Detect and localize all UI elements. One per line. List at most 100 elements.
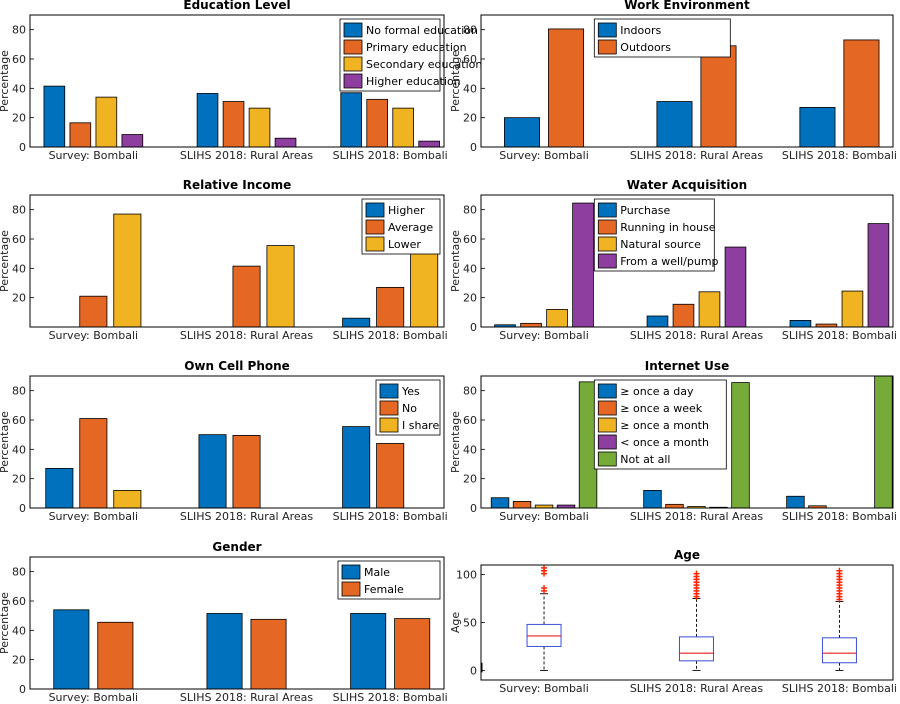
legend-label: Average <box>388 221 433 234</box>
y-axis-label: Percentage <box>0 50 11 112</box>
chart-panel-gender: Gender Percentage 0 20 40 60 80 Survey: Bombali… <box>0 540 448 704</box>
bar-purchase-slihs-2018-rural-areas <box>646 315 669 328</box>
bar-average-slihs-2018-bombali <box>376 286 405 328</box>
plot-frame <box>29 14 445 148</box>
y-axis-label: Age <box>449 612 462 634</box>
y-axis-label: Percentage <box>0 411 11 473</box>
x-tick-label: SLIHS 2018: Bombali <box>782 149 897 162</box>
legend: ≥ once a day ≥ once a week ≥ once a month <… <box>593 379 727 470</box>
legend-swatch-from-a-well-pump <box>597 253 617 269</box>
plot-frame <box>29 556 445 690</box>
bar-male-slihs-2018-bombali <box>350 613 387 690</box>
x-tick-label: SLIHS 2018: Rural Areas <box>180 329 314 342</box>
legend-swatch-running-in-house <box>597 219 617 235</box>
bar-not-at-all-slihs-2018-rural-areas <box>731 382 750 509</box>
plot-frame <box>480 375 894 509</box>
y-tick-label: 80 <box>12 566 26 579</box>
legend-swatch-higher-education <box>343 73 363 89</box>
y-tick-label: 20 <box>463 112 477 125</box>
x-tick-label: SLIHS 2018: Bombali <box>333 510 448 523</box>
y-tick-label: 0 <box>470 664 477 677</box>
legend-label: I share <box>402 419 439 432</box>
legend-swatch-higher <box>365 202 385 218</box>
legend-swatch-not-at-all <box>597 451 617 467</box>
y-axis-label: Percentage <box>449 411 462 473</box>
box-slihs-2018-rural-areas <box>678 570 714 671</box>
x-tick-label: Survey: Bombali <box>49 329 139 342</box>
legend-swatch-indoors <box>597 22 617 38</box>
bar-secondary-education-survey-bombali <box>95 96 118 148</box>
y-tick-label: 40 <box>12 82 26 95</box>
y-tick-label: 0 <box>19 502 26 515</box>
bar-average-slihs-2018-rural-areas <box>232 265 261 328</box>
y-tick-label: 80 <box>12 24 26 37</box>
bar-natural-source-slihs-2018-rural-areas <box>698 291 721 328</box>
y-tick-label: 20 <box>463 473 477 486</box>
bar-from-a-well-pump-slihs-2018-rural-areas <box>724 246 747 328</box>
y-tick-label: 0 <box>470 141 477 154</box>
chart-panel-own-cell-phone: Own Cell Phone Percentage 0 20 40 60 80 Survey:… <box>0 359 448 523</box>
y-tick-label: 50 <box>463 617 477 630</box>
x-tick-label: Survey: Bombali <box>499 510 589 523</box>
y-axis-label: Percentage <box>449 230 462 292</box>
x-tick-label: Survey: Bombali <box>49 149 139 162</box>
legend-swatch-yes <box>379 383 399 399</box>
legend-label: ≥ once a week <box>620 402 702 415</box>
y-tick-label: 40 <box>12 262 26 275</box>
legend-swatch-ge-once-a-month <box>597 417 617 433</box>
bar-average-survey-bombali <box>79 295 108 328</box>
y-tick-label: 0 <box>470 321 477 334</box>
legend-label: Natural source <box>620 238 701 251</box>
y-tick-label: 80 <box>12 385 26 398</box>
legend-label: Female <box>364 583 404 596</box>
legend-swatch-natural-source <box>597 236 617 252</box>
x-tick-label: Survey: Bombali <box>49 510 139 523</box>
legend-label: From a well/pump <box>620 255 718 268</box>
legend-label: No formal education <box>366 24 478 37</box>
bar-primary-education-slihs-2018-rural-areas <box>222 101 245 148</box>
legend-swatch-secondary-education <box>343 56 363 72</box>
y-tick-label: 60 <box>463 53 477 66</box>
x-tick-label: SLIHS 2018: Rural Areas <box>630 682 764 695</box>
bar-ge-once-a-day-slihs-2018-rural-areas <box>643 489 662 509</box>
y-tick-label: 60 <box>463 233 477 246</box>
plot-frame <box>480 194 894 328</box>
bar-natural-source-slihs-2018-bombali <box>841 290 864 328</box>
legend: Indoors Outdoors <box>593 18 731 58</box>
legend-swatch-lower <box>365 236 385 252</box>
bar-male-slihs-2018-rural-areas <box>206 613 243 690</box>
x-tick-label: Survey: Bombali <box>499 149 589 162</box>
bar-female-slihs-2018-rural-areas <box>250 618 287 690</box>
legend: No formal education Primary education Seco… <box>339 18 482 92</box>
legend: Higher Average Lower <box>361 198 441 255</box>
bar-yes-slihs-2018-bombali <box>342 426 371 509</box>
bar-outdoors-slihs-2018-bombali <box>843 39 880 148</box>
bar-lower-slihs-2018-rural-areas <box>266 245 295 328</box>
bar-primary-education-survey-bombali <box>69 122 92 148</box>
bar-no-formal-education-survey-bombali <box>43 85 66 148</box>
y-tick-label: 0 <box>470 502 477 515</box>
y-tick-label: 40 <box>463 443 477 456</box>
legend-label: Primary education <box>366 41 467 54</box>
y-tick-label: 100 <box>456 569 477 582</box>
legend-label: Outdoors <box>620 41 671 54</box>
legend-label: Higher education <box>366 75 461 88</box>
x-tick-label: SLIHS 2018: Bombali <box>782 510 897 523</box>
chart-panel-internet-use: Internet Use Percentage 0 20 40 60 80 Survey: B… <box>449 359 897 523</box>
bar-higher-education-survey-bombali <box>121 134 144 148</box>
legend-swatch-ge-once-a-day <box>597 383 617 399</box>
bar-not-at-all-slihs-2018-bombali <box>874 375 893 509</box>
y-tick-label: 20 <box>463 292 477 305</box>
chart-title: Relative Income <box>183 178 292 192</box>
bar-female-slihs-2018-bombali <box>394 618 431 690</box>
chart-panel-work-environment: Work Environment Percentage 0 20 40 60 80 Surve… <box>449 0 897 162</box>
legend-label: Not at all <box>620 453 670 466</box>
y-tick-label: 80 <box>463 204 477 217</box>
bar-no-formal-education-slihs-2018-bombali <box>340 92 362 148</box>
bar-ge-once-a-week-survey-bombali <box>512 500 532 509</box>
outlier-marker <box>541 564 548 571</box>
legend-label: ≥ once a month <box>620 419 709 432</box>
legend-swatch-male <box>341 564 361 580</box>
legend-swatch-ge-once-a-week <box>597 400 617 416</box>
bar-higher-slihs-2018-bombali <box>342 317 371 328</box>
